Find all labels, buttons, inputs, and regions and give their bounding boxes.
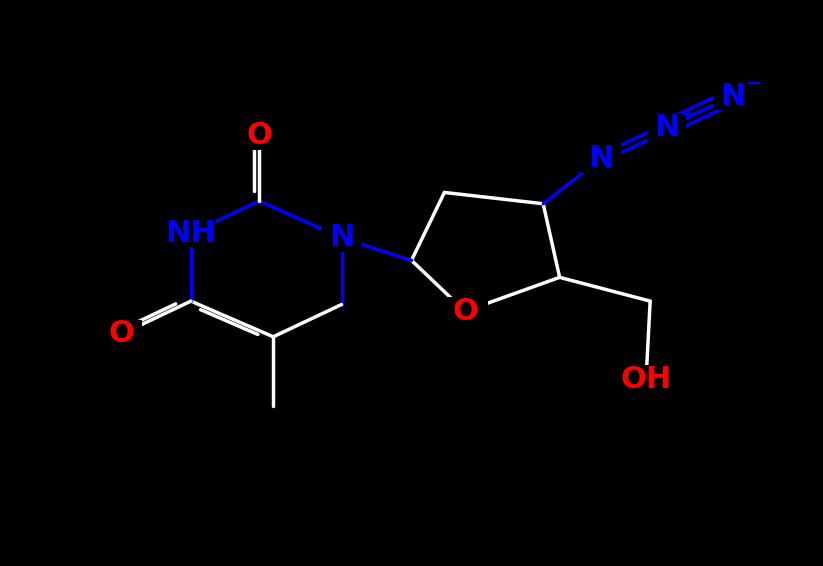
Bar <box>102 320 142 348</box>
Bar <box>442 297 487 325</box>
Text: N: N <box>720 82 745 111</box>
Bar <box>619 365 672 393</box>
Bar <box>322 224 361 252</box>
Text: O: O <box>246 121 272 151</box>
Text: O: O <box>452 297 478 326</box>
Bar <box>581 144 621 173</box>
Text: −: − <box>746 74 762 93</box>
Bar <box>713 82 752 110</box>
Text: O: O <box>109 319 135 349</box>
Text: NH: NH <box>165 218 216 248</box>
Bar <box>647 113 686 142</box>
Text: +: + <box>681 106 695 124</box>
Bar <box>239 122 279 150</box>
Text: N: N <box>588 144 613 173</box>
Text: N: N <box>654 113 679 142</box>
Text: OH: OH <box>621 365 672 394</box>
Bar <box>165 219 216 247</box>
Text: N: N <box>329 223 354 252</box>
